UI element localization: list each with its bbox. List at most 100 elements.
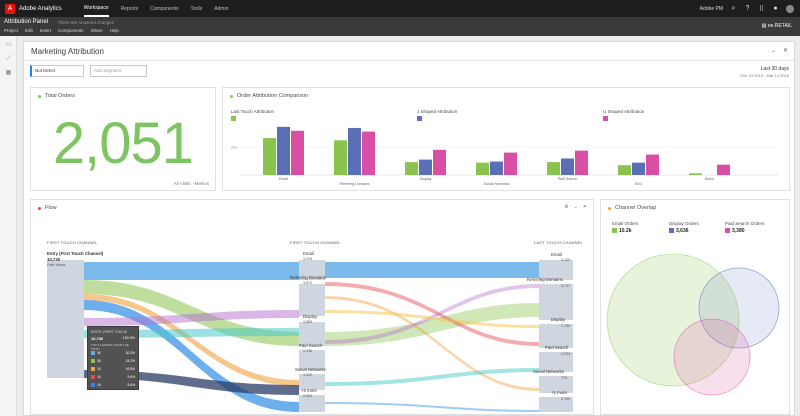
overlap-legend-label[interactable]: Paid Search Orders	[725, 221, 765, 226]
green-dot-icon	[38, 94, 41, 98]
flow-node-right-social-networks[interactable]	[539, 376, 573, 393]
bar[interactable]	[277, 126, 290, 175]
visualizations-icon[interactable]: ⟋	[6, 56, 11, 62]
legend-last-touch[interactable]: Last Touch Attribution	[231, 109, 274, 114]
flow-node-more[interactable]	[299, 395, 325, 412]
tooltip-row-pct: 16.8%	[125, 367, 135, 371]
legend-j-shaped[interactable]: J Shaped Attribution	[417, 109, 458, 114]
nav-workspace[interactable]: Workspace	[83, 0, 109, 17]
settings-gear-icon[interactable]: ⚙	[564, 204, 569, 210]
bar[interactable]	[575, 150, 588, 175]
flow-tooltip: ENTRY (FIRST TOUCH) 10,730 100.0% TOP 5 …	[87, 326, 139, 390]
flow-node-social-networks[interactable]	[299, 374, 325, 390]
report-suite-name: ee.RETAIL	[767, 23, 792, 29]
legend-u-shaped[interactable]: U Shaped Attribution	[603, 109, 645, 114]
flow-node-right-more[interactable]	[539, 397, 573, 412]
flow-link[interactable]	[84, 262, 299, 280]
bar[interactable]	[689, 173, 702, 175]
flow-link[interactable]	[84, 300, 299, 412]
panels-icon[interactable]: ▭	[5, 42, 12, 48]
card-title: Flow	[45, 205, 57, 211]
menu-insert[interactable]: Insert	[39, 28, 52, 33]
legend-swatch	[725, 228, 730, 233]
venn-circle-display[interactable]	[698, 267, 780, 349]
project-title[interactable]: Attribution Panel	[4, 19, 49, 25]
apps-grid-icon[interactable]: ⠿	[758, 5, 765, 13]
bar[interactable]	[362, 131, 375, 175]
nav-components[interactable]: Components	[150, 5, 179, 12]
panel-close-icon[interactable]: ✕	[782, 48, 788, 54]
bar[interactable]	[490, 161, 503, 175]
flow-node-email[interactable]	[299, 260, 325, 280]
flow-node-entry[interactable]	[47, 260, 84, 378]
components-icon[interactable]: ▦	[5, 70, 12, 76]
flow-link[interactable]	[84, 310, 299, 326]
bar[interactable]	[405, 162, 418, 175]
close-icon[interactable]: ✕	[582, 204, 587, 210]
flow-node-referring-domains[interactable]	[299, 284, 325, 316]
panel-collapse-icon[interactable]: ⌄	[770, 48, 776, 54]
bar[interactable]	[419, 159, 432, 175]
venn-circle-paid-search[interactable]	[673, 318, 751, 396]
flow-link[interactable]	[325, 310, 539, 328]
report-suite-selector[interactable]: ▤ ee.RETAIL	[762, 23, 792, 29]
mid-node-value: 1,236	[303, 349, 313, 353]
left-rail: ▭ ⟋ ▦	[0, 36, 17, 416]
bar[interactable]	[632, 162, 645, 175]
bar[interactable]	[717, 164, 730, 175]
nav-tools[interactable]: Tools	[190, 5, 203, 12]
flow-node-display[interactable]	[299, 322, 325, 346]
venn-circle-email[interactable]	[606, 253, 740, 387]
flow-node-right-referring-domains[interactable]	[539, 284, 573, 320]
flow-link[interactable]	[325, 262, 539, 278]
add-segment-dropzone[interactable]: Add Segment	[90, 65, 147, 77]
legend-swatch	[231, 116, 236, 121]
avatar[interactable]	[786, 4, 794, 13]
date-range-picker[interactable]: Last 30 days Feb 13 2018 - Mar 14 2018	[741, 66, 789, 78]
menu-help[interactable]: Help	[109, 28, 119, 33]
right-node-value: 1,234	[561, 352, 571, 356]
bar[interactable]	[561, 158, 574, 175]
total-orders-card: Total Orders 2,051 All Visits - Metrics	[30, 87, 216, 191]
flow-link[interactable]	[325, 303, 539, 346]
overlap-legend-label[interactable]: Display Orders	[669, 221, 699, 226]
bar[interactable]	[334, 140, 347, 175]
flow-link[interactable]	[325, 402, 539, 412]
bar[interactable]	[348, 127, 361, 175]
bar[interactable]	[618, 165, 631, 175]
bar[interactable]	[646, 154, 659, 175]
metric-footer: All Visits - Metrics	[173, 181, 209, 186]
bar[interactable]	[504, 152, 517, 175]
x-tick-label: Direct	[705, 177, 714, 181]
search-icon[interactable]: ⌕	[731, 4, 736, 12]
nav-reports[interactable]: Reports	[120, 5, 139, 12]
menu-components[interactable]: Components	[58, 28, 84, 33]
menu-project[interactable]: Project	[4, 28, 19, 33]
overlap-legend-label[interactable]: Email Orders	[612, 221, 639, 226]
mid-node-label: Social Networks	[295, 367, 326, 372]
bar[interactable]	[476, 162, 489, 175]
bar[interactable]	[547, 162, 560, 175]
help-icon[interactable]: ?	[745, 5, 750, 12]
menu-edit[interactable]: Edit	[25, 28, 33, 33]
tooltip-swatch	[91, 351, 95, 355]
notifications-bell-icon[interactable]: ●	[773, 5, 778, 12]
flow-node-right-display[interactable]	[539, 324, 573, 348]
green-dot-icon	[230, 94, 233, 98]
bar[interactable]	[263, 138, 276, 175]
flow-link[interactable]	[325, 368, 539, 386]
flow-node-paid-search[interactable]	[299, 350, 325, 370]
menu-share[interactable]: Share	[90, 28, 103, 33]
flow-node-right-email[interactable]	[539, 260, 573, 280]
flow-node-right-paid-search[interactable]	[539, 352, 573, 372]
tooltip-row-pct: 30.2%	[125, 351, 135, 355]
org-name[interactable]: Adobe PM	[699, 5, 723, 12]
adobe-logo-icon[interactable]: A	[5, 3, 15, 14]
flow-link[interactable]	[84, 294, 299, 386]
bar[interactable]	[291, 130, 304, 175]
collapse-icon[interactable]: ⌄	[573, 204, 578, 210]
nav-admin[interactable]: Admin	[214, 5, 229, 12]
right-node-value: 778	[561, 376, 568, 380]
segment-chip[interactable]: Not Direct	[30, 65, 84, 77]
bar[interactable]	[433, 149, 446, 175]
